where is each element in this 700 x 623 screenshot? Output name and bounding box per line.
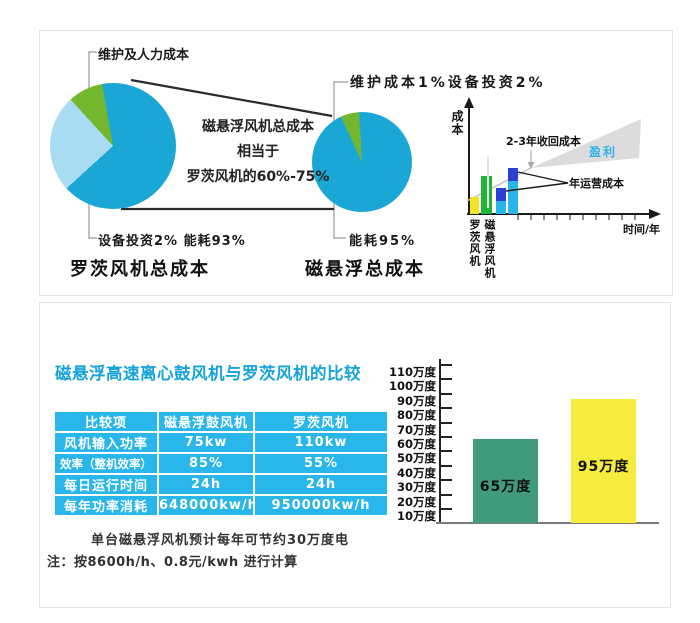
opcost-annotation: 年运营成本 — [569, 177, 624, 190]
row-value-cell: 950000kw/h — [253, 494, 389, 517]
y-axis-tick — [441, 407, 452, 410]
row-value-cell: 24h — [253, 473, 389, 496]
mini-bar3-bottom — [496, 201, 506, 214]
y-axis-tick-label: 100万度 — [388, 379, 436, 394]
y-axis-tick-label: 70万度 — [396, 422, 436, 437]
comparison-title: 磁悬浮高速离心鼓风机与罗茨风机的比较 — [55, 364, 361, 383]
center-note-line3: 罗茨风机的60%-75% — [186, 169, 330, 185]
y-axis-tick-label: 80万度 — [396, 408, 436, 423]
annotation-lines-svg — [487, 150, 569, 208]
y-axis-tick — [441, 378, 452, 381]
right-pie-title: 磁悬浮总成本 — [305, 259, 425, 280]
y-axis-tick — [441, 493, 452, 496]
row-value-cell: 75kw — [157, 431, 255, 454]
center-note: 磁悬浮风机总成本 相当于 罗茨风机的60%-75% — [168, 115, 348, 190]
y-axis-tick-label: 20万度 — [396, 494, 436, 509]
bar-chart-x-axis — [436, 522, 659, 524]
mini-group-label-maglev: 磁悬浮风机 — [483, 219, 496, 279]
mini-bar3-top — [496, 188, 506, 201]
maglev-cost-pie — [312, 112, 412, 212]
right-pie-bottom-label: 能耗95% — [349, 234, 417, 249]
row-value-cell: 85% — [157, 452, 255, 475]
right-pie-top-label: 维护成本1%设备投资2% — [350, 75, 546, 91]
mini-x-axis-arrow-icon — [649, 209, 661, 219]
row-value-cell: 24h — [157, 473, 255, 496]
comparison-table-body: 风机输入功率 75kw 110kw 效率（整机效率） 85% 55% 每日运行时间 24h 24… — [53, 431, 389, 517]
bar-value-label: 65万度 — [479, 479, 532, 495]
y-axis-tick-label: 10万度 — [396, 509, 436, 523]
mini-group-label-roots: 罗茨风机 — [468, 219, 481, 267]
table-row: 风机输入功率 75kw 110kw — [53, 431, 389, 454]
table-header-cell: 比较项 — [53, 410, 159, 433]
mini-x-axis-ticks — [517, 215, 636, 220]
y-axis-tick — [441, 364, 452, 366]
y-axis-tick-label: 110万度 — [388, 365, 436, 379]
profit-wedge — [531, 119, 641, 168]
table-row: 效率（整机效率） 85% 55% — [53, 452, 389, 475]
y-axis-tick-label: 90万度 — [396, 393, 436, 408]
y-axis-tick-label: 50万度 — [396, 451, 436, 466]
row-label-cell: 每年功率消耗 — [53, 494, 159, 517]
basis-note: 注：按8600h/h、0.8元/kwh 进行计算 — [47, 555, 298, 570]
payback-pointer-arrow-icon — [527, 162, 535, 169]
table-row: 每年功率消耗 648000kw/h 950000kw/h — [53, 494, 389, 517]
annual-power-bar — [473, 439, 538, 523]
left-pie-title: 罗茨风机总成本 — [70, 259, 210, 280]
cost-trend-line — [466, 167, 532, 202]
row-label-cell: 效率（整机效率） — [53, 452, 159, 475]
mini-bar-maglev — [481, 176, 492, 214]
mini-bar4-top — [508, 168, 518, 181]
left-pie-top-label: 维护及人力成本 — [98, 48, 190, 63]
mini-x-axis-label: 时间/年 — [623, 223, 661, 236]
saving-note: 单台磁悬浮风机预计每年可节约30万度电 — [90, 533, 350, 548]
comparison-table-panel: 磁悬浮高速离心鼓风机与罗茨风机的比较 比较项 磁悬浮鼓风机 罗茨风机 风机输入功率 7… — [39, 302, 671, 608]
row-value-cell: 55% — [253, 452, 389, 475]
y-axis-tick — [441, 421, 452, 424]
y-axis-tick-label: 40万度 — [396, 465, 436, 480]
center-note-line1: 磁悬浮风机总成本 — [202, 119, 314, 135]
profit-annotation: 盈利 — [589, 145, 618, 159]
connector-lines-svg — [88, 51, 661, 239]
y-axis-tick-label: 30万度 — [396, 480, 436, 495]
bar-chart-y-axis — [439, 359, 441, 523]
mini-bar4-bottom — [508, 181, 518, 214]
row-value-cell: 110kw — [253, 431, 389, 454]
left-pie-bottom-label: 设备投资2% 能耗93% — [98, 234, 246, 249]
cost-comparison-panel: 维护及人力成本 设备投资2% 能耗93% 罗茨风机总成本 磁悬浮风机总成本 相当… — [39, 30, 673, 296]
row-label-cell: 风机输入功率 — [53, 431, 159, 454]
mini-bar-roots — [470, 197, 479, 214]
table-header-row: 比较项 磁悬浮鼓风机 罗茨风机 — [53, 410, 389, 433]
comparison-table-head: 比较项 磁悬浮鼓风机 罗茨风机 — [53, 410, 389, 433]
y-axis-tick — [441, 508, 452, 510]
opcost-line-2 — [505, 182, 569, 192]
comparison-table: 比较项 磁悬浮鼓风机 罗茨风机 风机输入功率 75kw 110kw 效率（整机效率） 85%… — [53, 410, 389, 517]
payback-annotation: 2-3年收回成本 — [506, 135, 581, 148]
annual-power-bar-chart: 110万度 100万度 90万度 80万度 70万度 60万度 50万度 40万度 30万度 20… — [40, 303, 670, 607]
funnel-top-line — [130, 78, 333, 118]
opcost-line-1 — [517, 171, 569, 184]
mini-y-axis-arrow-icon — [464, 97, 474, 108]
row-value-cell: 648000kw/h — [157, 494, 255, 517]
y-axis-tick — [441, 450, 452, 453]
y-axis-tick — [441, 479, 452, 482]
row-label-cell: 每日运行时间 — [53, 473, 159, 496]
y-axis-tick — [441, 464, 452, 467]
table-row: 每日运行时间 24h 24h — [53, 473, 389, 496]
mini-y-axis-label: 成本 — [450, 110, 464, 136]
table-header-cell: 罗茨风机 — [253, 410, 389, 433]
table-header-cell: 磁悬浮鼓风机 — [157, 410, 255, 433]
roots-blower-cost-pie — [50, 83, 176, 209]
y-axis-tick-label: 60万度 — [396, 437, 436, 451]
bar-value-label: 95万度 — [577, 459, 630, 475]
center-note-line2: 相当于 — [237, 144, 279, 160]
y-axis-tick — [441, 392, 452, 395]
annual-power-bar — [571, 399, 636, 523]
y-axis-tick — [441, 436, 452, 438]
